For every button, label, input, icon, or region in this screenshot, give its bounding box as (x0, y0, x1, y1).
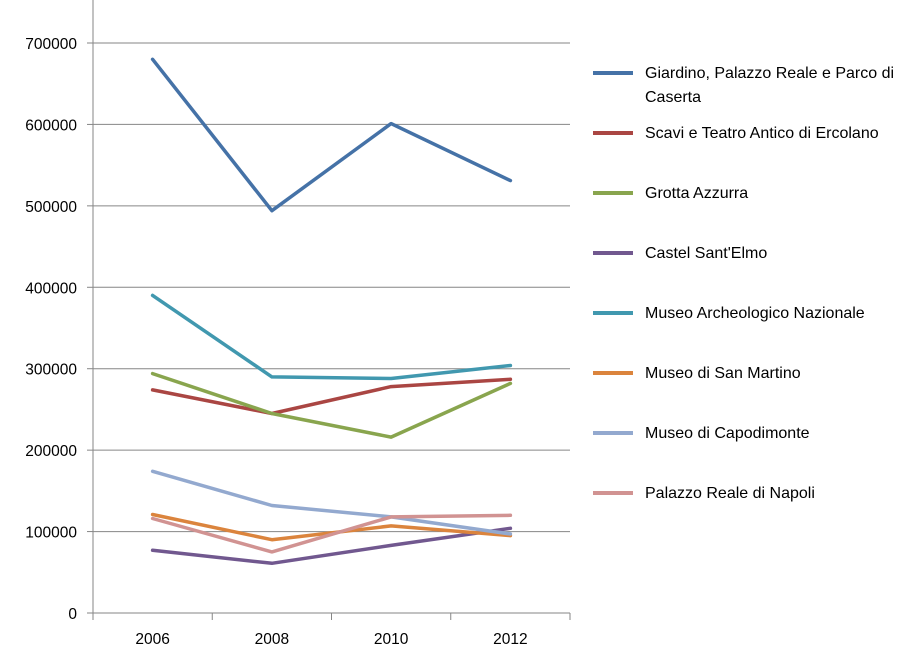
legend-swatch (593, 311, 633, 315)
y-tick-label: 200000 (25, 443, 77, 460)
series-line-7 (150, 513, 513, 554)
series-lines (150, 57, 513, 566)
legend-swatch (593, 431, 633, 435)
legend-item: Grotta Azzurra (593, 182, 903, 206)
legend-swatch (593, 371, 633, 375)
y-axis-tick-labels: 0 100000 200000 300000 400000 500000 600000 700… (25, 36, 77, 623)
y-tick-label: 300000 (25, 362, 77, 379)
y-tick-label: 700000 (25, 36, 77, 53)
legend-label: Museo di Capodimonte (645, 425, 810, 442)
x-tick-label: 2006 (135, 631, 169, 648)
legend-label: Grotta Azzurra (645, 185, 749, 202)
legend-item: Museo Archeologico Nazionale (593, 302, 903, 326)
y-tick-label: 0 (68, 606, 77, 623)
series-line-6 (150, 469, 513, 536)
legend-item: Giardino, Palazzo Reale e Parco di Caser… (593, 62, 903, 110)
legend-item: Museo di Capodimonte (593, 422, 903, 446)
legend-label: Palazzo Reale di Napoli (645, 485, 815, 502)
series-line-0 (150, 57, 513, 213)
legend-swatch (593, 131, 633, 135)
legend-label: Museo di San Martino (645, 365, 801, 382)
series-line-3 (150, 526, 513, 566)
y-tick-label: 100000 (25, 525, 77, 542)
legend-swatch (593, 251, 633, 255)
legend-label: Scavi e Teatro Antico di Ercolano (645, 125, 879, 142)
y-tick-label: 400000 (25, 280, 77, 297)
legend-swatch (593, 191, 633, 195)
gridlines (93, 42, 570, 533)
legend-item: Museo di San Martino (593, 362, 903, 386)
series-line-4 (150, 293, 513, 381)
x-tick-label: 2012 (493, 631, 527, 648)
legend-swatch (593, 491, 633, 495)
legend-swatch (593, 71, 633, 75)
legend-item: Scavi e Teatro Antico di Ercolano (593, 122, 903, 146)
x-tick-label: 2010 (374, 631, 409, 648)
axes (87, 0, 571, 620)
series-line-1 (150, 377, 513, 416)
legend-label: Museo Archeologico Nazionale (645, 305, 865, 322)
y-tick-label: 600000 (25, 117, 77, 134)
legend-label: Giardino, Palazzo Reale e Parco di Caser… (645, 65, 895, 106)
legend-item: Palazzo Reale di Napoli (593, 482, 903, 506)
legend-item: Castel Sant'Elmo (593, 242, 903, 266)
series-line-2 (150, 371, 513, 439)
y-tick-label: 500000 (25, 199, 77, 216)
x-axis-tick-labels: 2006 2008 2010 2012 (135, 631, 527, 648)
x-tick-label: 2008 (255, 631, 289, 648)
legend-label: Castel Sant'Elmo (645, 245, 768, 262)
